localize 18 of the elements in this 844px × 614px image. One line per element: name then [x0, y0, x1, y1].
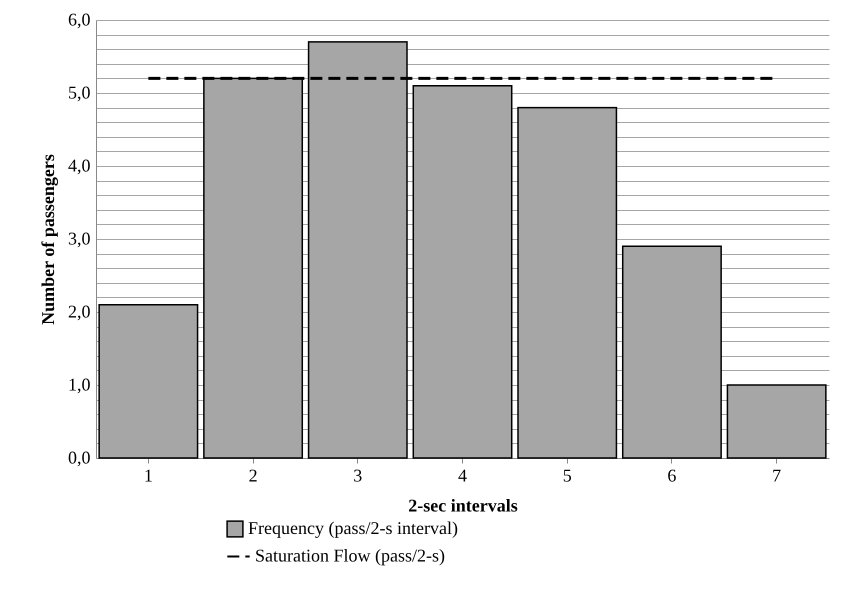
y-tick-label: 4,0: [68, 156, 90, 176]
y-axis-title: Number of passengers: [38, 154, 58, 325]
x-tick-label: 2: [248, 466, 258, 486]
x-tick-label: 1: [144, 466, 153, 486]
x-axis-title: 2-sec intervals: [408, 496, 518, 516]
legend-label: Frequency (pass/2-s interval): [248, 518, 458, 538]
legend-label: Saturation Flow (pass/2-s): [255, 546, 445, 566]
x-tick-label: 3: [353, 466, 362, 486]
x-tick-label: 6: [667, 466, 676, 486]
x-tick-label: 4: [458, 466, 467, 486]
y-tick-label: 6,0: [68, 10, 90, 30]
x-tick-label: 7: [772, 466, 782, 486]
x-tick-label: 5: [562, 466, 572, 486]
y-tick-label: 5,0: [68, 82, 90, 102]
y-tick-label: 3,0: [68, 228, 90, 248]
y-tick-label: 0,0: [68, 448, 90, 468]
y-tick-label: 1,0: [68, 374, 90, 394]
y-tick-label: 2,0: [68, 302, 90, 322]
